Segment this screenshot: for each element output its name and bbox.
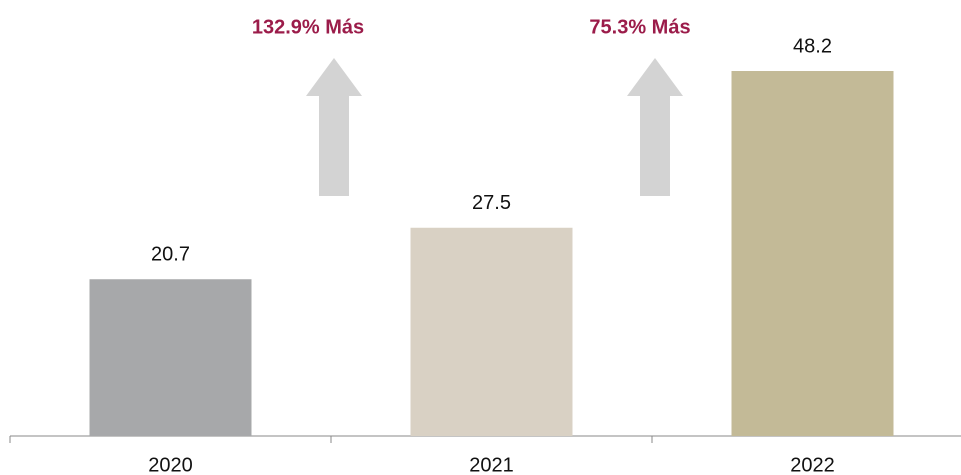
bar	[731, 71, 894, 436]
bar	[89, 279, 252, 436]
x-tick-label: 2021	[469, 454, 514, 475]
x-tick-label: 2020	[148, 454, 193, 475]
x-tick-label: 2022	[790, 454, 835, 475]
growth-annotation: 132.9% Más	[252, 16, 364, 38]
increase-arrow	[306, 58, 362, 196]
value-label: 48.2	[793, 35, 832, 57]
increase-arrow	[627, 58, 683, 196]
bar	[410, 227, 573, 436]
value-label: 27.5	[472, 192, 511, 214]
growth-annotation: 75.3% Más	[589, 16, 690, 38]
value-label: 20.7	[151, 244, 190, 266]
